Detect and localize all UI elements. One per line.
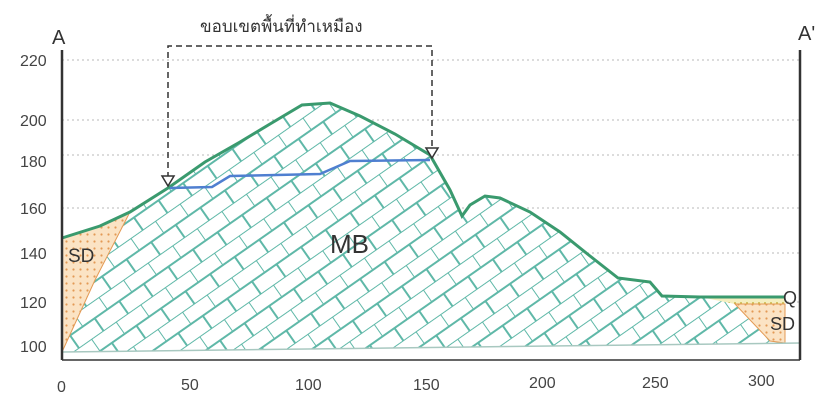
base-line: [61, 342, 801, 353]
mining-boundary-title: ขอบเขตพื้นที่ทำเหมือง: [200, 14, 363, 36]
y-tick-label-100: 100: [20, 339, 47, 356]
y-tick-label-180: 180: [20, 154, 47, 171]
q-unit-label: Q: [783, 288, 797, 308]
q-layer-body: [700, 297, 785, 304]
x-tick-label-300: 300: [748, 373, 775, 390]
x-tick-label-150: 150: [413, 377, 440, 394]
mb-rock-body: [62, 103, 785, 352]
x-tick-label-50: 50: [181, 377, 199, 394]
boundary-arrow-left: [160, 175, 176, 188]
y-tick-label-200: 200: [20, 113, 47, 130]
section-end-label: A': [798, 23, 815, 45]
y-tick-label-160: 160: [20, 201, 47, 218]
x-tick-label-200: 200: [529, 375, 556, 392]
x-tick-label-0: 0: [57, 379, 66, 396]
mb-unit-label: MB: [330, 229, 369, 259]
ground-surface-line: [61, 101, 785, 299]
mining-boundary-bracket: [167, 45, 433, 178]
pit-design-line: [169, 158, 431, 190]
boundary-arrow-right: [424, 147, 440, 160]
section-start-label: A: [52, 27, 66, 49]
y-tick-label-220: 220: [20, 53, 47, 70]
y-tick-label-120: 120: [20, 295, 47, 312]
x-tick-label-100: 100: [295, 377, 322, 394]
x-tick-label-250: 250: [642, 375, 669, 392]
sd-left-unit-label: SD: [68, 246, 94, 267]
y-tick-label-140: 140: [20, 246, 47, 263]
sd-right-unit-label: SD: [770, 314, 795, 334]
